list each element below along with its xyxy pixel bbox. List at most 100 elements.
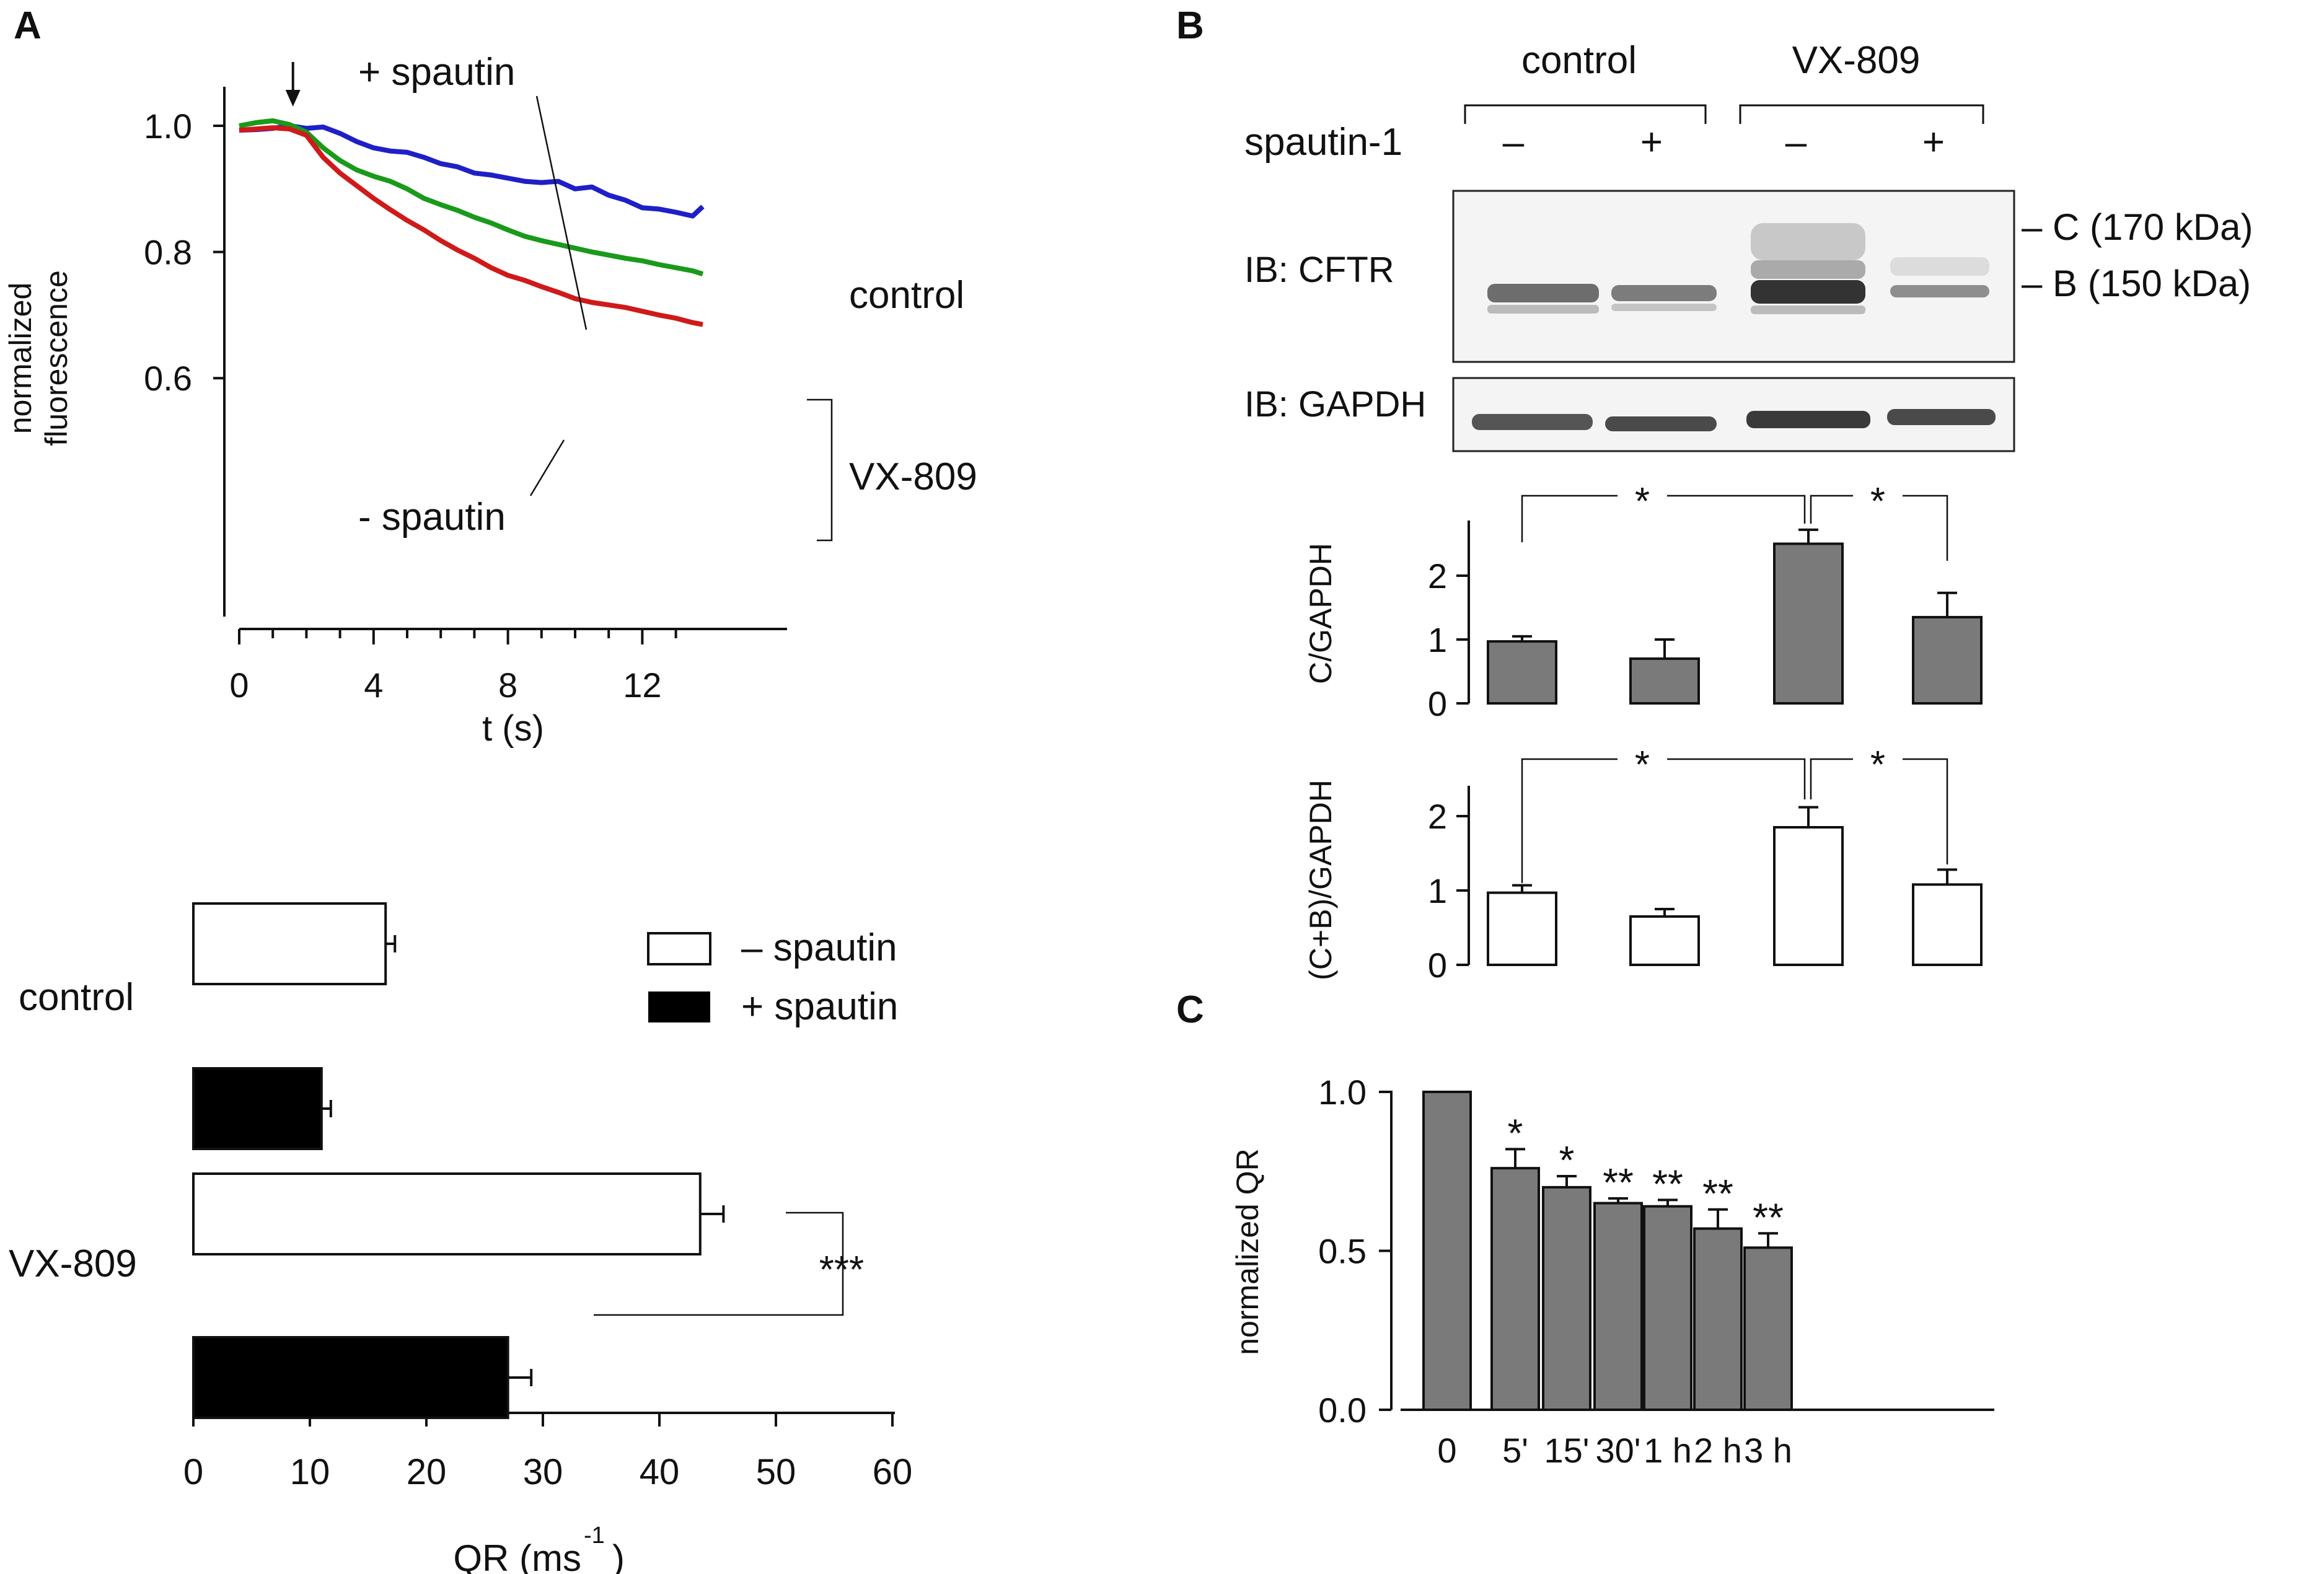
y-ticks: 0.0 0.5 1.0 bbox=[1318, 1073, 1391, 1430]
group-label-vx809: VX-809 bbox=[1792, 39, 1921, 82]
x-tick-label: 30' bbox=[1596, 1431, 1641, 1470]
group-bracket-control bbox=[1464, 104, 1707, 124]
sig-gap-2 bbox=[1853, 741, 1903, 778]
x-axis-label-superscript: -1 bbox=[584, 1523, 605, 1549]
gapdh-blot-label: IB: GAPDH bbox=[1244, 384, 1426, 424]
y-tick-label: 0.5 bbox=[1318, 1232, 1367, 1271]
x-axis-label-end: ) bbox=[612, 1537, 625, 1574]
significance-marker-2: * bbox=[1870, 480, 1885, 523]
significance-marker: ** bbox=[1603, 1160, 1634, 1205]
group-bracket-vx809 bbox=[1739, 104, 1984, 124]
x-tick-label: 2 h bbox=[1694, 1431, 1742, 1470]
x-tick-label: 4 bbox=[364, 666, 383, 705]
y-tick-label: 1 bbox=[1428, 871, 1447, 910]
x-tick-label: 8 bbox=[498, 666, 517, 705]
x-tick-label: 1 h bbox=[1644, 1431, 1692, 1470]
gapdh-band-lane2 bbox=[1605, 416, 1717, 431]
bar-4 bbox=[1643, 1205, 1692, 1412]
bar-6 bbox=[1743, 1246, 1793, 1411]
cb-gapdh-bar-chart: 0 1 2 (C+B)/GAPDH * * bbox=[1303, 741, 1983, 985]
category-label-control: control bbox=[19, 976, 134, 1019]
significance-marker: ** bbox=[1702, 1171, 1733, 1216]
significance-marker: *** bbox=[819, 1249, 864, 1291]
arrow-head bbox=[285, 90, 301, 107]
significance-marker: ** bbox=[1753, 1195, 1784, 1239]
cftr-band-lower-lane2 bbox=[1611, 304, 1717, 311]
cftr-band-c-lane3 bbox=[1751, 223, 1865, 260]
gapdh-band-lane4 bbox=[1887, 409, 1996, 425]
y-axis-label: C/GAPDH bbox=[1303, 543, 1338, 684]
lane2-sign: + bbox=[1640, 121, 1663, 164]
x-tick-label: 10 bbox=[290, 1452, 330, 1492]
bars bbox=[1487, 528, 1983, 705]
x-tick-label: 60 bbox=[873, 1452, 913, 1492]
x-axis-label: t (s) bbox=[482, 708, 544, 749]
x-tick-label: 12 bbox=[623, 666, 661, 705]
cftr-smear-lane3 bbox=[1751, 260, 1865, 279]
x-axis-label: QR (ms bbox=[453, 1537, 581, 1574]
x-tick-label: 15' bbox=[1544, 1431, 1590, 1470]
sig-gap-1 bbox=[1618, 741, 1667, 778]
y-ticks: 0 1 2 bbox=[1428, 797, 1469, 985]
gapdh-band-lane1 bbox=[1472, 414, 1593, 430]
bars bbox=[192, 902, 725, 1419]
legend-swatch-plus bbox=[648, 991, 710, 1022]
fluorescence-trace-chart: 1.00.80.6 0 4 8 12 normalized fluorescence … bbox=[3, 51, 977, 749]
panel-label-b: B bbox=[1176, 4, 1204, 47]
vx809-bracket bbox=[807, 398, 833, 542]
x-tick-label: 40 bbox=[640, 1452, 680, 1492]
bar-2 bbox=[1773, 826, 1844, 966]
bar-VX-809-0 bbox=[192, 1172, 702, 1255]
plus-spautin-pointer bbox=[535, 95, 588, 330]
x-tick-label: 5' bbox=[1502, 1431, 1528, 1470]
lane3-sign: – bbox=[1785, 121, 1807, 164]
category-label-vx809: VX-809 bbox=[9, 1242, 137, 1285]
group-label-control: control bbox=[1521, 39, 1637, 82]
normalized-qr-bar-chart: 0.0 0.5 1.0 0 * 5' * 15' ** 30' ** 1 h ** 2 h ** 3 h n… bbox=[1230, 1073, 1994, 1470]
y-tick-label: 0 bbox=[1428, 684, 1447, 723]
panel-label-c: C bbox=[1176, 988, 1204, 1031]
x-ticks: 0 4 8 12 bbox=[229, 629, 677, 705]
y-tick-label: 1 bbox=[1428, 620, 1447, 659]
y-axis-label-line2: fluorescence bbox=[39, 270, 74, 446]
treatment-label: spautin-1 bbox=[1244, 121, 1402, 164]
bar-0 bbox=[1487, 640, 1557, 705]
y-tick-label: 0.0 bbox=[1318, 1391, 1367, 1430]
y-tick-label: 1.0 bbox=[1318, 1073, 1367, 1112]
bar-control-0 bbox=[192, 902, 387, 985]
lane1-sign: – bbox=[1503, 121, 1525, 164]
c-gapdh-bar-chart: 0 1 2 C/GAPDH * * bbox=[1303, 477, 1983, 723]
bar-1 bbox=[1629, 657, 1700, 705]
y-axis-label: normalized QR bbox=[1230, 1148, 1265, 1355]
significance-bracket bbox=[594, 1211, 844, 1316]
control-annotation: control bbox=[849, 274, 964, 317]
bar-0 bbox=[1487, 891, 1557, 966]
significance-marker-1: * bbox=[1635, 480, 1650, 523]
x-tick-label: 0 bbox=[229, 666, 249, 705]
y-axis-label-line1: normalized bbox=[3, 283, 38, 434]
band-b-label: – B (150 kDa) bbox=[2022, 263, 2251, 304]
bar-control-1 bbox=[192, 1067, 323, 1150]
bars bbox=[1487, 806, 1983, 967]
vx809-annotation: VX-809 bbox=[849, 455, 977, 498]
legend-label-plus: + spautin bbox=[741, 985, 898, 1028]
y-tick-label: 2 bbox=[1428, 556, 1447, 596]
bars: 0 * 5' * 15' ** 30' ** 1 h ** 2 h ** 3 h bbox=[1422, 1091, 1793, 1470]
x-tick-label: 3 h bbox=[1744, 1431, 1792, 1470]
bar-1 bbox=[1629, 915, 1700, 966]
y-ticks: 1.0 0.8 0.6 bbox=[144, 107, 224, 398]
cftr-band-b-lane3 bbox=[1751, 280, 1865, 304]
western-blot: control VX-809 spautin-1 – + – + IB: CFT… bbox=[1244, 39, 2253, 452]
bar-3 bbox=[1912, 883, 1983, 967]
band-c-label: – C (170 kDa) bbox=[2022, 206, 2253, 248]
sig-gap-1 bbox=[1618, 477, 1667, 514]
bar-2 bbox=[1773, 542, 1844, 705]
cftr-blot-label: IB: CFTR bbox=[1244, 250, 1394, 290]
trace-line-1 bbox=[239, 118, 704, 277]
cftr-band-b-lane1 bbox=[1487, 284, 1599, 302]
cftr-band-b-lane4 bbox=[1890, 285, 1989, 297]
cftr-band-b-lane2 bbox=[1611, 285, 1717, 301]
panel-label-a: A bbox=[14, 4, 42, 47]
x-tick-label: 0 bbox=[183, 1452, 203, 1492]
